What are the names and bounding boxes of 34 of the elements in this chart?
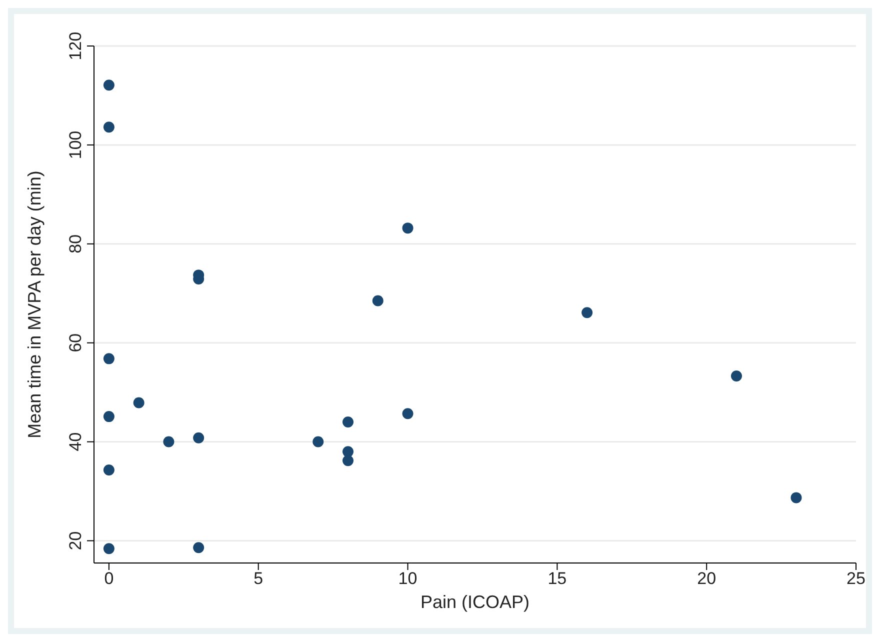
- x-tick-label: 0: [104, 569, 114, 588]
- x-tick-label: 15: [548, 569, 567, 588]
- x-tick-label: 25: [846, 569, 866, 588]
- point: [193, 542, 204, 554]
- point: [163, 436, 174, 448]
- point: [103, 543, 114, 554]
- y-tick-label: 40: [66, 432, 85, 452]
- point: [582, 307, 593, 318]
- y-tick-label: 60: [66, 333, 85, 352]
- point: [133, 397, 144, 408]
- point: [342, 455, 354, 466]
- y-tick-label: 80: [66, 234, 85, 254]
- point: [103, 122, 114, 133]
- point: [103, 353, 114, 364]
- point: [730, 370, 742, 382]
- point: [193, 432, 204, 444]
- point: [372, 295, 384, 306]
- y-tick-label: 120: [66, 32, 85, 60]
- y-tick-label: 20: [66, 531, 85, 550]
- point: [103, 411, 114, 422]
- point: [342, 416, 354, 428]
- point: [103, 80, 114, 91]
- y-axis-title: Mean time in MVPA per day (min): [24, 170, 44, 438]
- x-tick-label: 10: [398, 569, 418, 588]
- point: [342, 446, 354, 458]
- point: [312, 436, 324, 448]
- x-tick-label: 20: [697, 569, 716, 588]
- y-tick-label: 100: [66, 130, 85, 160]
- point: [790, 492, 802, 504]
- point: [402, 222, 414, 234]
- point: [103, 464, 114, 476]
- x-axis-title: Pain (ICOAP): [420, 592, 530, 612]
- point: [402, 408, 414, 420]
- x-tick-label: 5: [254, 569, 264, 588]
